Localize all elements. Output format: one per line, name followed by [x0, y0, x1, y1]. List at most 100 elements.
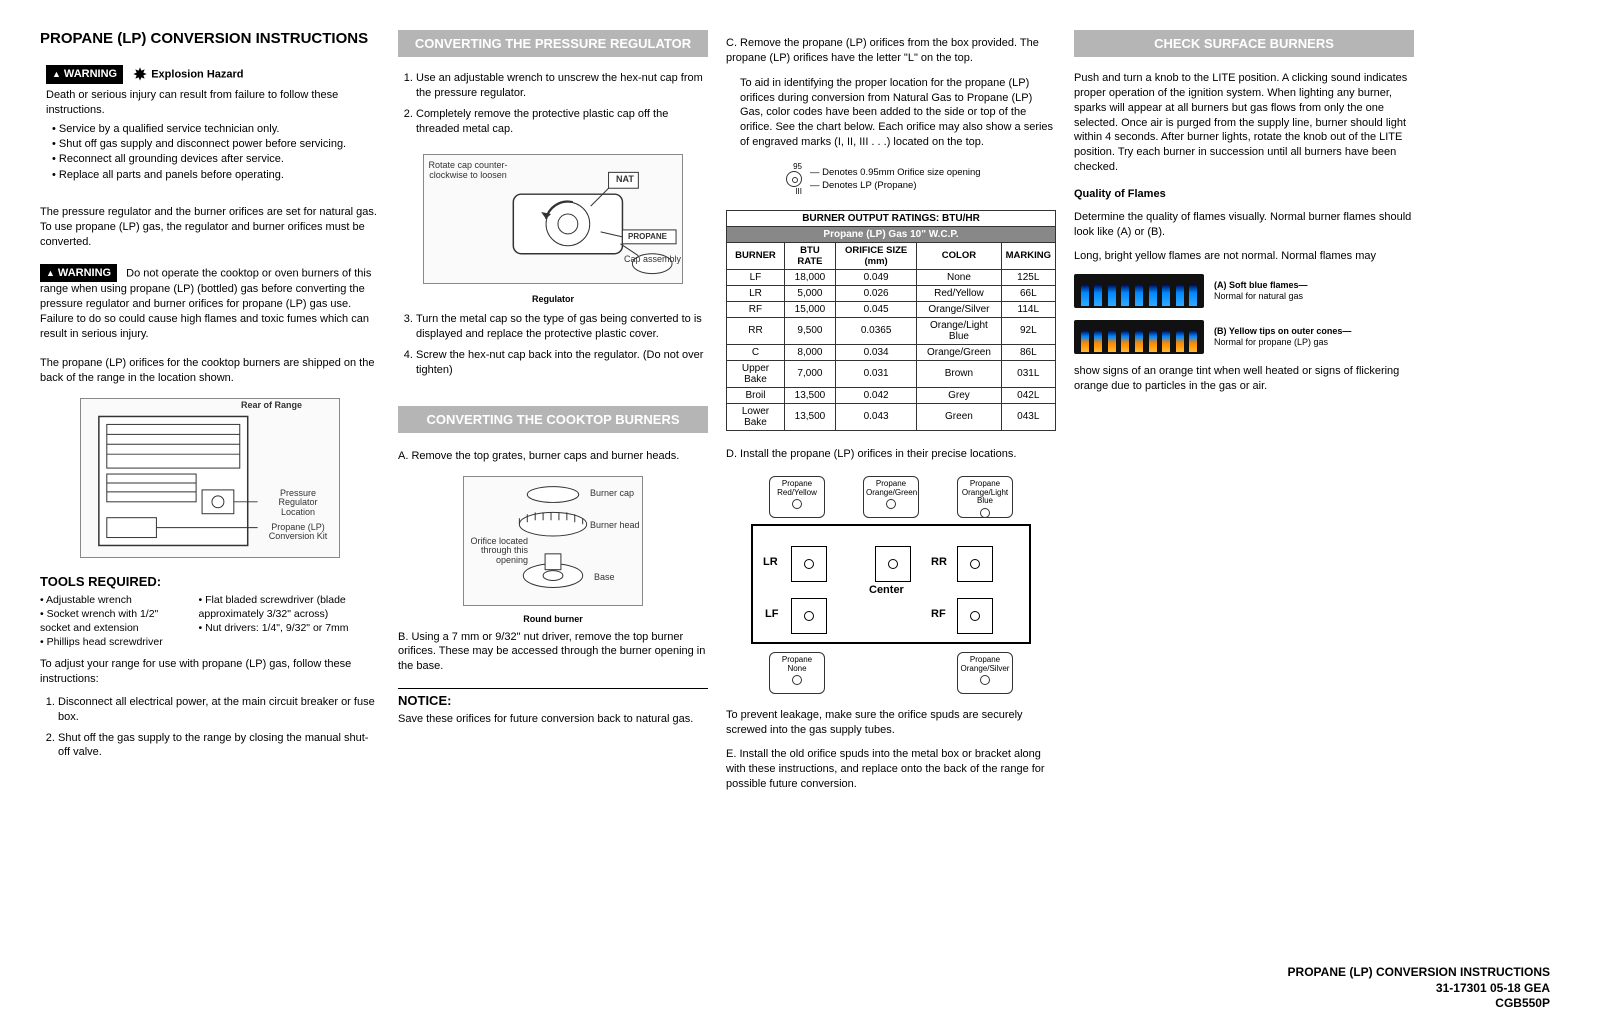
table-cell: None [917, 269, 1001, 285]
table-row: RR9,5000.0365Orange/Light Blue92L [727, 317, 1056, 344]
note-lp: Denotes LP (Propane) [822, 180, 916, 191]
tool-item: Phillips head screwdriver [40, 635, 183, 649]
orifice-label-none: Propane None [769, 652, 825, 694]
label-rf: RF [931, 608, 946, 620]
warning-item: Replace all parts and panels before oper… [52, 168, 374, 183]
flame-row-b: (B) Yellow tips on outer cones—Normal fo… [1074, 320, 1414, 354]
orifice-label-og: Propane Orange/Green [863, 476, 919, 518]
table-cell: LR [727, 285, 785, 301]
table-cell: 0.045 [835, 301, 916, 317]
callout-kit: Propane (LP) Conversion Kit [263, 523, 333, 543]
paragraph: To adjust your range for use with propan… [40, 657, 380, 687]
prep-steps: Disconnect all electrical power, at the … [40, 695, 380, 766]
tool-item: Socket wrench with 1/2" socket and exten… [40, 607, 183, 635]
rear-of-range-diagram: Rear of Range Pressure Regulator Locatio… [80, 398, 340, 558]
label-propane: PROPANE [628, 233, 667, 242]
regulator-steps-2: Turn the metal cap so the type of gas be… [398, 312, 708, 383]
step-item: Turn the metal cap so the type of gas be… [416, 312, 708, 342]
burner-diagram: Burner cap Burner head Orifice located t… [463, 476, 643, 606]
step-a: A. Remove the top grates, burner caps an… [398, 449, 708, 464]
label-base: Base [594, 573, 615, 583]
paragraph-leak: To prevent leakage, make sure the orific… [726, 708, 1056, 738]
label-burner-head: Burner head [590, 521, 640, 531]
table-cell: 0.034 [835, 344, 916, 360]
label-nat: NAT [616, 175, 634, 185]
table-cell: 125L [1001, 269, 1055, 285]
table-cell: 031L [1001, 360, 1055, 387]
tool-item: Flat bladed screwdriver (blade approxima… [199, 593, 380, 621]
table-cell: 18,000 [784, 269, 835, 285]
table-cell: Orange/Green [917, 344, 1001, 360]
orifice-icon [786, 171, 802, 187]
page: PROPANE (LP) CONVERSION INSTRUCTIONS WAR… [40, 30, 1560, 798]
table-cell: 7,000 [784, 360, 835, 387]
column-2: CONVERTING THE PRESSURE REGULATOR Use an… [398, 30, 708, 798]
step-b: B. Using a 7 mm or 9/32" nut driver, rem… [398, 630, 708, 675]
table-cell: Red/Yellow [917, 285, 1001, 301]
table-header-row: BURNER BTU RATE ORIFICE SIZE (mm) COLOR … [727, 242, 1056, 269]
step-e: E. Install the old orifice spuds into th… [726, 747, 1056, 792]
table-cell: 043L [1001, 403, 1055, 430]
warning-badge: WARNING [40, 264, 117, 283]
page-title: PROPANE (LP) CONVERSION INSTRUCTIONS [40, 30, 380, 47]
regulator-diagram: Rotate cap counter-clockwise to loosen N… [423, 154, 683, 284]
label-marks: III [786, 187, 802, 196]
table-cell: Lower Bake [727, 403, 785, 430]
table-row: LR5,0000.026Red/Yellow66L [727, 285, 1056, 301]
th: BTU RATE [784, 242, 835, 269]
table-row: RF15,0000.045Orange/Silver114L [727, 301, 1056, 317]
label-orifice-opening: Orifice located through this opening [466, 537, 528, 567]
table-cell: 9,500 [784, 317, 835, 344]
step-item: Use an adjustable wrench to unscrew the … [416, 71, 708, 101]
footer-line: 31-17301 05-18 GEA [1288, 981, 1550, 997]
tools-columns: Adjustable wrench Socket wrench with 1/2… [40, 593, 380, 650]
table-cell: Upper Bake [727, 360, 785, 387]
orifice-annotation: 95 III — Denotes 0.95mm Orifice size ope… [786, 162, 1056, 196]
tool-item: Nut drivers: 1/4", 9/32" or 7mm [199, 621, 380, 635]
cooktop-layout-diagram: Propane Red/Yellow Propane Orange/Green … [751, 476, 1031, 696]
notice-title: NOTICE: [398, 688, 708, 708]
th: BURNER [727, 242, 785, 269]
table-cell: 0.0365 [835, 317, 916, 344]
label-center: Center [869, 584, 904, 596]
warning-list: Service by a qualified service technicia… [46, 122, 374, 184]
table-subtitle: Propane (LP) Gas 10" W.C.P. [727, 226, 1056, 242]
label-95: 95 [786, 162, 802, 171]
table-cell: RF [727, 301, 785, 317]
flame-icon-a [1074, 274, 1204, 308]
paragraph: The pressure regulator and the burner or… [40, 205, 380, 250]
burner-caption: Round burner [398, 614, 708, 624]
callout-regulator: Pressure Regulator Location [263, 489, 333, 519]
table-cell: 13,500 [784, 403, 835, 430]
section-bar-cooktop: CONVERTING THE COOKTOP BURNERS [398, 406, 708, 433]
table-cell: 8,000 [784, 344, 835, 360]
tools-list-right: Flat bladed screwdriver (blade approxima… [199, 593, 380, 650]
flame-icon-b [1074, 320, 1204, 354]
label-lf: LF [765, 608, 778, 620]
label-lr: LR [763, 556, 778, 568]
flame-desc-b: (B) Yellow tips on outer cones—Normal fo… [1214, 326, 1351, 348]
th: ORIFICE SIZE (mm) [835, 242, 916, 269]
table-cell: Green [917, 403, 1001, 430]
paragraph: The propane (LP) orifices for the cookto… [40, 356, 380, 386]
warning-badge: WARNING [46, 65, 123, 84]
orifice-label-olb: Propane Orange/Light Blue [957, 476, 1013, 518]
table-cell: 0.042 [835, 387, 916, 403]
table-cell: 042L [1001, 387, 1055, 403]
step-text: Screw the hex-nut cap back into the regu… [416, 349, 703, 376]
table-row: LF18,0000.049None125L [727, 269, 1056, 285]
table-cell: 13,500 [784, 387, 835, 403]
section-bar-regulator: CONVERTING THE PRESSURE REGULATOR [398, 30, 708, 57]
ratings-table: BURNER OUTPUT RATINGS: BTU/HR Propane (L… [726, 210, 1056, 431]
orifice-label-ry: Propane Red/Yellow [769, 476, 825, 518]
table-cell: 66L [1001, 285, 1055, 301]
table-row: C8,0000.034Orange/Green86L [727, 344, 1056, 360]
table-cell: Brown [917, 360, 1001, 387]
step-item: Completely remove the protective plastic… [416, 107, 708, 137]
table-cell: 0.049 [835, 269, 916, 285]
step-item: Shut off the gas supply to the range by … [58, 731, 380, 761]
column-4: CHECK SURFACE BURNERS Push and turn a kn… [1074, 30, 1414, 798]
table-cell: 86L [1001, 344, 1055, 360]
warning-body: Death or serious injury can result from … [46, 88, 374, 118]
th: COLOR [917, 242, 1001, 269]
